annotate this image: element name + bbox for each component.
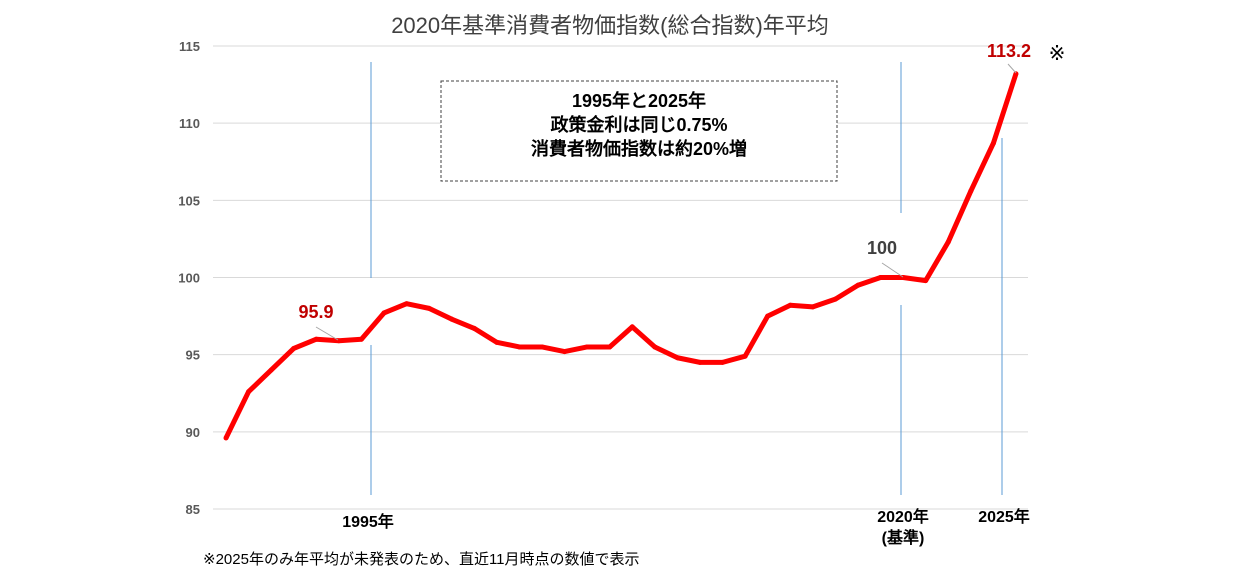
- y-tick-label: 95: [186, 348, 200, 363]
- data-point-1998: [404, 301, 410, 307]
- footnote: ※2025年のみ年平均が未発表のため、直近11月時点の数値で表示: [203, 551, 640, 568]
- data-point-2018: [855, 282, 861, 288]
- data-point-1994: [313, 336, 319, 342]
- data-point-2008: [629, 324, 635, 330]
- data-point-2011: [697, 359, 703, 365]
- y-tick-label: 110: [179, 116, 200, 131]
- series-line: [223, 73, 1019, 440]
- data-point-2001: [471, 325, 477, 331]
- data-point-2021: [923, 278, 929, 284]
- annotation-box: [440, 80, 838, 182]
- data-point-2012: [720, 359, 726, 365]
- data-point-1990: [223, 435, 229, 441]
- chart-title: 2020年基準消費者物価指数(総合指数)年平均: [391, 13, 829, 38]
- y-tick-label: 100: [178, 271, 200, 286]
- data-point-2024: [990, 140, 996, 146]
- data-point-2005: [562, 349, 568, 355]
- data-point-2014: [765, 313, 771, 319]
- leader-line: [881, 262, 904, 278]
- data-point-2013: [742, 353, 748, 359]
- data-point-1993: [291, 345, 297, 351]
- data-point-2010: [674, 355, 680, 361]
- data-point-2004: [539, 344, 545, 350]
- data-label-2020: 100: [867, 238, 897, 258]
- annotation-line: 消費者物価指数は約20%増: [531, 138, 747, 159]
- note-mark: ※: [1049, 43, 1066, 65]
- data-point-2006: [584, 344, 590, 350]
- annotation-line: 1995年と2025年: [572, 90, 706, 111]
- data-point-2009: [652, 344, 658, 350]
- data-point-1991: [246, 389, 252, 395]
- data-point-1996: [358, 336, 364, 342]
- x-label-2020-sub: (基準): [882, 528, 925, 547]
- leader-line: [1007, 63, 1017, 74]
- data-point-2000: [449, 316, 455, 322]
- x-label-2025: 2025年: [978, 507, 1030, 526]
- data-point-1999: [426, 305, 432, 311]
- data-label-1995: 95.9: [298, 302, 333, 322]
- y-tick-label: 85: [186, 502, 200, 517]
- data-point-1997: [381, 310, 387, 316]
- data-point-2016: [810, 304, 816, 310]
- data-point-2003: [516, 344, 522, 350]
- x-label-2020: 2020年: [877, 507, 929, 526]
- y-tick-label: 90: [186, 425, 200, 440]
- leader-line: [315, 326, 339, 341]
- x-label-1995: 1995年: [342, 512, 394, 531]
- data-point-2015: [787, 302, 793, 308]
- data-point-2007: [607, 344, 613, 350]
- data-point-2017: [832, 296, 838, 302]
- data-point-2022: [945, 239, 951, 245]
- y-tick-label: 115: [179, 39, 200, 54]
- data-point-2002: [494, 339, 500, 345]
- data-point-2025: [1013, 71, 1019, 77]
- data-label-2025: 113.2: [987, 41, 1031, 61]
- data-point-1992: [268, 367, 274, 373]
- y-tick-label: 105: [178, 193, 200, 208]
- data-point-2019: [878, 275, 884, 280]
- annotation-line: 政策金利は同じ0.75%: [550, 114, 727, 135]
- data-point-2023: [968, 188, 974, 194]
